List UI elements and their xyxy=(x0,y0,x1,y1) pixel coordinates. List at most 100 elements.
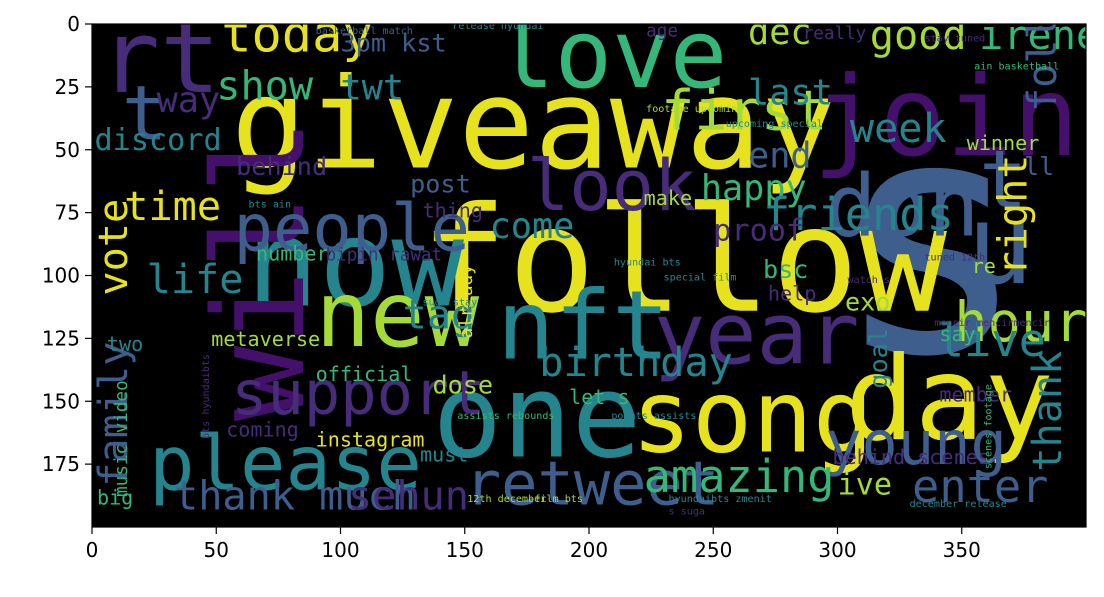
word-behind: behind xyxy=(236,152,327,181)
word-release-hyundai: release hyundai xyxy=(452,21,543,32)
word-goal: goal xyxy=(864,328,893,389)
word-big: big xyxy=(97,485,133,509)
word-help: help xyxy=(768,282,816,306)
x-tick-label: 50 xyxy=(204,538,229,562)
word-giveaway: giveaway xyxy=(231,50,837,197)
word-year: year xyxy=(654,286,860,385)
word-day: day xyxy=(845,333,1054,467)
word-tag: tag xyxy=(403,292,476,338)
word-points-assists: points assists xyxy=(611,411,696,422)
word-watch-s: watch s xyxy=(847,275,890,286)
word-bts-hyundaibts: bts hyundaibts xyxy=(201,354,212,439)
word-december-release: december release xyxy=(910,499,1007,510)
word-member: member xyxy=(939,382,1012,406)
word-scenes-footage: scenes footage xyxy=(984,384,995,469)
x-tick-label: 350 xyxy=(943,538,981,562)
word-dec: dec xyxy=(748,12,812,53)
word-upcoming-special: upcoming special xyxy=(726,119,823,130)
word-join: join xyxy=(813,53,1080,182)
word-ll: ll xyxy=(1024,152,1054,181)
word-sehun: sehun xyxy=(348,473,469,519)
word-life: life xyxy=(147,257,244,303)
word-t: t xyxy=(979,133,1027,227)
word-now: now xyxy=(246,195,464,335)
word-twt: twt xyxy=(341,67,405,108)
word-really: really xyxy=(803,24,867,44)
word-enter: enter xyxy=(912,460,1048,513)
word-live: live xyxy=(937,314,1046,367)
word-behind-scenes: behind scenes xyxy=(833,445,990,469)
word-love: love xyxy=(497,0,727,110)
word-t: t xyxy=(122,70,167,158)
word-follow: follow xyxy=(420,177,947,346)
word-say: say xyxy=(939,322,975,346)
word-right: right xyxy=(990,155,1036,276)
word-official: official xyxy=(316,362,413,386)
word-special-film: special film xyxy=(664,273,737,284)
word-two: two xyxy=(107,332,143,356)
word-instagram: instagram xyxy=(316,428,425,452)
word-thank-much: thank much xyxy=(174,473,416,519)
word-tuned-12th: tuned 12th xyxy=(924,252,985,263)
word-basketball-match: basketball match xyxy=(316,26,413,37)
word-time: time xyxy=(124,184,221,230)
word-discord: discord xyxy=(94,123,221,158)
word-suga-stay: suga stay xyxy=(423,298,478,309)
word-follower: follower xyxy=(1020,0,1066,112)
word-already: already xyxy=(457,264,477,338)
x-tick-label: 100 xyxy=(321,538,359,562)
x-tick-label: 0 xyxy=(86,538,99,562)
word-exo: exo xyxy=(845,288,891,317)
word-coming: coming xyxy=(226,417,299,441)
word-winner: winner xyxy=(967,131,1040,155)
y-tick-label: 125 xyxy=(42,326,80,350)
word-people: people xyxy=(234,190,470,266)
word-stay-tuned: stay tuned xyxy=(924,34,985,45)
word-make: make xyxy=(644,186,692,210)
x-tick-label: 250 xyxy=(694,538,732,562)
x-tick-label: 200 xyxy=(570,538,608,562)
y-tick-label: 0 xyxy=(67,12,80,36)
word-proof: proof xyxy=(713,213,804,248)
y-tick-label: 150 xyxy=(42,389,80,413)
word-u: u xyxy=(967,181,1034,310)
word-happy: happy xyxy=(701,168,807,209)
word-metaverse: metaverse xyxy=(211,327,320,351)
word-bipin-rawat: bipin rawat xyxy=(326,245,443,265)
word-thing: thing xyxy=(423,199,484,223)
word-come: come xyxy=(490,206,575,247)
word-way: way xyxy=(157,80,221,121)
word-ain-basketball: ain basketball xyxy=(974,61,1059,72)
word-footage-upcoming: footage upcoming xyxy=(646,104,743,115)
word-friends: friends xyxy=(763,188,954,241)
word-amazing: amazing xyxy=(644,450,835,503)
word-good: good xyxy=(870,13,967,59)
y-tick-label: 75 xyxy=(55,201,80,225)
word-music-video: music video xyxy=(112,380,132,497)
word-first: first xyxy=(661,80,827,144)
word-hyundai-bts: hyundai bts xyxy=(614,257,681,268)
y-tick-label: 25 xyxy=(55,75,80,99)
word-thank: thank xyxy=(1025,351,1071,472)
word-s-suga: s suga xyxy=(669,506,705,517)
word-post: post xyxy=(410,170,471,199)
word-age: age xyxy=(646,22,678,42)
word-bts-ain: bts ain xyxy=(249,200,292,211)
y-tick-label: 100 xyxy=(42,264,80,288)
word-s: s xyxy=(833,49,1030,429)
y-tick-label: 50 xyxy=(55,138,80,162)
x-tick-label: 300 xyxy=(818,538,856,562)
word-week: week xyxy=(850,106,947,152)
image-background xyxy=(92,24,1086,527)
word-please: please xyxy=(149,419,422,507)
word-support: support xyxy=(231,359,486,429)
word-vote: vote xyxy=(91,199,137,296)
word-don: don xyxy=(825,157,979,256)
word-show: show xyxy=(216,63,314,109)
word-will: will xyxy=(186,118,333,421)
word-one: one xyxy=(432,351,641,485)
word-family: family xyxy=(91,342,137,487)
word-today: today xyxy=(221,5,372,64)
